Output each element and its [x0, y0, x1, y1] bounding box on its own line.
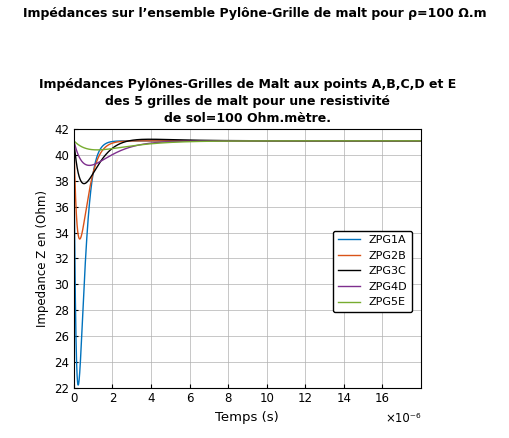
ZPG3C — [417, 138, 423, 144]
Line: ZPG3C: ZPG3C — [74, 139, 420, 184]
ZPG5E — [417, 138, 423, 144]
ZPG4D — [92, 161, 98, 166]
ZPG2B — [417, 138, 423, 144]
ZPG3C — [92, 167, 98, 172]
ZPG3C — [93, 166, 99, 171]
Line: ZPG2B: ZPG2B — [74, 141, 420, 239]
ZPG5E — [108, 146, 114, 152]
ZPG2B — [92, 162, 98, 167]
ZPG4D — [417, 138, 423, 144]
ZPG5E — [95, 147, 101, 152]
ZPG4D — [71, 138, 77, 144]
ZPG1A — [380, 138, 386, 144]
ZPG3C — [71, 138, 77, 144]
ZPG5E — [92, 147, 98, 152]
ZPG3C — [380, 138, 386, 144]
ZPG2B — [108, 141, 114, 146]
ZPG1A — [417, 138, 423, 144]
ZPG1A — [95, 150, 101, 155]
ZPG1A — [75, 382, 81, 388]
ZPG1A — [71, 138, 77, 144]
Legend: ZPG1A, ZPG2B, ZPG3C, ZPG4D, ZPG5E: ZPG1A, ZPG2B, ZPG3C, ZPG4D, ZPG5E — [332, 231, 411, 312]
ZPG4D — [93, 161, 99, 166]
ZPG2B — [302, 138, 308, 144]
ZPG3C — [81, 181, 87, 186]
ZPG4D — [379, 138, 385, 144]
ZPG1A — [108, 139, 114, 145]
ZPG1A — [93, 157, 99, 162]
ZPG5E — [318, 138, 324, 144]
ZPG2B — [318, 138, 324, 144]
ZPG3C — [108, 147, 114, 152]
ZPG2B — [95, 155, 101, 160]
Text: Impédances sur l’ensemble Pylône-Grille de malt pour ρ=100 Ω.m: Impédances sur l’ensemble Pylône-Grille … — [23, 7, 486, 20]
ZPG3C — [318, 138, 324, 144]
ZPG4D — [318, 138, 324, 144]
Line: ZPG1A: ZPG1A — [74, 141, 420, 385]
ZPG1A — [244, 138, 250, 144]
ZPG5E — [94, 147, 100, 152]
ZPG2B — [380, 138, 386, 144]
ZPG1A — [318, 138, 324, 144]
ZPG3C — [147, 137, 153, 142]
Text: ×10⁻⁶: ×10⁻⁶ — [384, 412, 420, 425]
Title: Impédances Pylônes-Grilles de Malt aux points A,B,C,D et E
des 5 grilles de malt: Impédances Pylônes-Grilles de Malt aux p… — [39, 78, 455, 125]
ZPG1A — [92, 159, 98, 164]
ZPG5E — [379, 138, 385, 144]
ZPG5E — [71, 138, 77, 144]
ZPG4D — [108, 152, 114, 158]
ZPG4D — [95, 160, 101, 165]
Line: ZPG4D: ZPG4D — [74, 141, 420, 166]
Y-axis label: Impedance Z en (Ohm): Impedance Z en (Ohm) — [36, 190, 48, 327]
ZPG4D — [86, 163, 92, 168]
ZPG5E — [93, 147, 99, 152]
Line: ZPG5E: ZPG5E — [74, 141, 420, 150]
ZPG3C — [95, 162, 101, 167]
X-axis label: Temps (s): Temps (s) — [215, 411, 279, 424]
ZPG2B — [93, 161, 99, 166]
ZPG2B — [76, 237, 82, 242]
ZPG2B — [71, 138, 77, 144]
